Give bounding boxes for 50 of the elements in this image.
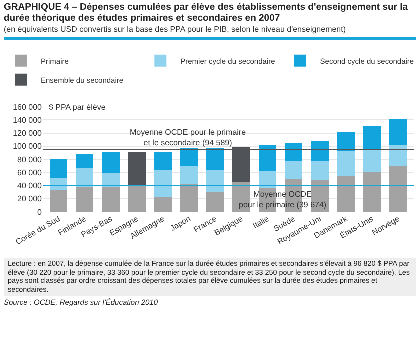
bar bbox=[102, 152, 120, 174]
bar bbox=[258, 146, 277, 172]
y-tick-label: 20 000 bbox=[18, 194, 43, 204]
bar bbox=[363, 150, 382, 172]
bar bbox=[206, 148, 224, 170]
bar bbox=[389, 119, 408, 146]
bar bbox=[180, 148, 198, 167]
bar bbox=[337, 132, 355, 152]
bar bbox=[128, 186, 146, 212]
y-tick-label: 140 000 bbox=[13, 116, 43, 125]
bar bbox=[389, 145, 408, 167]
bar bbox=[284, 160, 303, 180]
bar bbox=[389, 166, 408, 212]
bar bbox=[102, 187, 120, 212]
bar bbox=[76, 188, 94, 212]
bar bbox=[180, 166, 198, 184]
bar bbox=[337, 176, 355, 212]
bar bbox=[311, 161, 329, 180]
y-tick-label: 100 000 bbox=[13, 142, 43, 152]
bar bbox=[154, 198, 172, 212]
bar bbox=[363, 172, 382, 212]
y-tick-label: 60 000 bbox=[18, 168, 43, 178]
bar bbox=[128, 152, 146, 186]
y-axis-title: $ PPA par élève bbox=[49, 103, 106, 112]
chart-subtitle: (en équivalents USD convertis sur la base des PPA pour le PIB, selon le niveau d'enseignement) bbox=[4, 25, 416, 40]
bar bbox=[206, 192, 224, 212]
bar bbox=[284, 143, 303, 161]
y-tick-label: 0 bbox=[38, 208, 43, 217]
bar bbox=[76, 154, 94, 169]
x-tick-label: Italie bbox=[252, 214, 272, 231]
bar bbox=[337, 152, 355, 176]
bar bbox=[206, 170, 224, 192]
y-tick-label: 120 000 bbox=[13, 129, 43, 138]
chart-title: GRAPHIQUE 4 – Dépenses cumulées par élève des établissements d'enseignement sur la durée théorique des études primaires et secondaires en 2007 bbox=[4, 2, 410, 24]
bar bbox=[363, 126, 382, 150]
bar bbox=[50, 190, 68, 212]
bar bbox=[102, 173, 120, 188]
bar bbox=[154, 152, 172, 171]
y-tick-label: 80 000 bbox=[18, 155, 43, 164]
bar bbox=[311, 141, 329, 162]
bar bbox=[180, 184, 198, 212]
x-tick-label: Japon bbox=[168, 214, 192, 234]
bar bbox=[50, 158, 68, 178]
bar bbox=[76, 168, 94, 188]
bar bbox=[50, 178, 68, 190]
y-tick-label: 160 000 bbox=[13, 102, 43, 112]
y-tick-label: 40 000 bbox=[18, 182, 43, 191]
ref-line-label: Moyenne OCDE pour le primaire et le secondaire (94 589) bbox=[130, 128, 247, 148]
bar bbox=[258, 171, 277, 188]
bar bbox=[154, 170, 172, 198]
